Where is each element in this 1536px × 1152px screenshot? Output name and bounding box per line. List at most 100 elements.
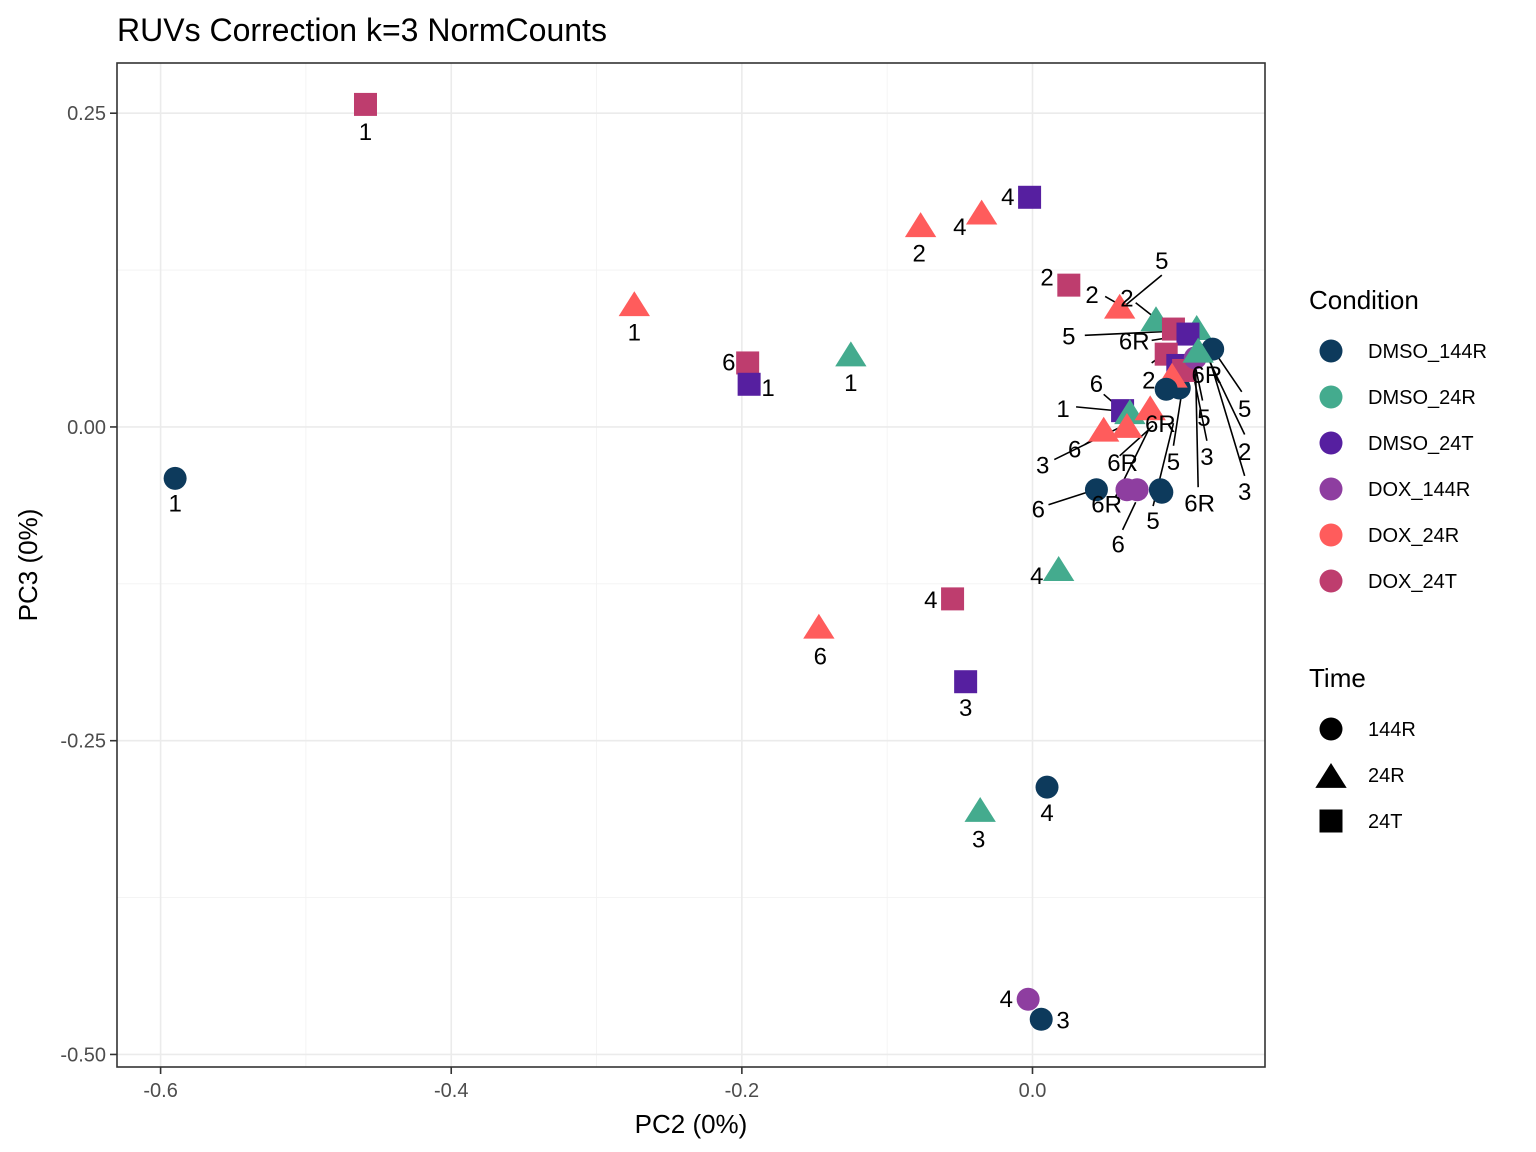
data-point-dox-144r [1016, 987, 1040, 1011]
data-point-dmso-24r [1182, 337, 1214, 363]
point-label: 6R [1119, 328, 1150, 355]
point-label: 4 [924, 587, 937, 614]
leader-line [1124, 274, 1163, 306]
point-label: 1 [359, 119, 372, 146]
point-label: 4 [953, 214, 966, 241]
point-label: 4 [1030, 563, 1043, 590]
point-label: 6R [1145, 411, 1176, 438]
axes: -0.6 -0.4 -0.2 0.0 0.25 0.00 -0.25 -0.50 [60, 103, 1046, 1102]
data-point-dmso-24t [1176, 322, 1200, 346]
point-label: 5 [1155, 248, 1168, 275]
data-point-dox-24t [736, 351, 760, 375]
point-label: 1 [844, 370, 857, 397]
data-point-dox-24t [353, 92, 377, 116]
data-point-dmso-144r [1029, 1007, 1053, 1031]
data-point-dmso-24r [964, 796, 996, 822]
data-point-dox-24r [618, 291, 651, 317]
point-label: 2 [1120, 286, 1133, 313]
data-point-dmso-144r [163, 466, 187, 490]
legend-key-triangle [1315, 763, 1347, 788]
point-label: 6 [1090, 371, 1103, 398]
leader-line [1121, 501, 1137, 531]
legend-key-dmso-24r [1319, 385, 1343, 409]
point-label: 6R [1184, 490, 1215, 517]
data-point-dmso-24t [737, 372, 761, 396]
x-tick-label: -0.6 [143, 1080, 177, 1102]
legend-label: DOX_144R [1368, 479, 1470, 501]
point-label: 3 [1200, 444, 1213, 471]
point-label: 1 [761, 375, 774, 402]
legend-label: DMSO_24T [1368, 433, 1474, 455]
point-label: 5 [1197, 405, 1210, 432]
y-tick-label: -0.25 [60, 731, 106, 753]
point-label: 1 [1056, 396, 1069, 423]
point-label: 6R [1192, 362, 1223, 389]
legend-label: DOX_24R [1368, 525, 1459, 547]
data-point-dox-24r [1088, 416, 1120, 442]
point-label: 5 [1167, 449, 1180, 476]
point-label: 4 [1000, 986, 1013, 1013]
data-point-dmso-144r [1154, 377, 1178, 401]
data-point-dmso-144r [1150, 480, 1174, 504]
data-point-dox-24r [1111, 412, 1143, 438]
x-tick-label: 0.0 [1019, 1080, 1047, 1102]
point-label: 2 [1040, 264, 1053, 291]
data-point-dox-24r [965, 199, 998, 225]
point-label: 2 [1238, 439, 1251, 466]
point-label: 2 [1085, 282, 1098, 309]
y-tick-label: 0.25 [67, 103, 106, 125]
leader-line [1206, 350, 1246, 477]
data-point-dox-24r [904, 212, 937, 238]
x-axis-title: PC2 (0%) [635, 1109, 748, 1139]
legend-key-dmso-24t [1319, 431, 1343, 455]
chart-title: RUVs Correction k=3 NormCounts [117, 12, 607, 48]
point-label: 3 [972, 827, 985, 854]
legend-key-circle [1319, 717, 1343, 741]
legend-label: 24T [1368, 811, 1402, 833]
legend-key-dox-24r [1319, 523, 1343, 547]
data-point-dox-24t [941, 587, 965, 611]
point-label: 5 [1238, 396, 1251, 423]
point-label: 3 [959, 695, 972, 722]
y-axis-title: PC3 (0%) [13, 509, 43, 622]
data-point-dox-144r [1125, 478, 1149, 502]
legend-key-dox-144r [1319, 477, 1343, 501]
point-label: 4 [1001, 184, 1014, 211]
legend: Condition DMSO_144R DMSO_24R DMSO_24T DOX_14… [1309, 285, 1487, 833]
legend-key-dmso-144r [1319, 339, 1343, 363]
legend-key-dox-24t [1319, 569, 1343, 593]
point-label: 1 [628, 320, 641, 347]
legend-key-square [1319, 809, 1343, 833]
data-point-dmso-24r [1042, 556, 1075, 581]
data-point-dox-24r [1134, 395, 1166, 421]
x-tick-label: -0.2 [725, 1080, 759, 1102]
data-point-dmso-144r [1035, 775, 1059, 799]
data-point-dmso-144r [1084, 478, 1108, 502]
point-label: 3 [1056, 1007, 1069, 1034]
y-tick-label: 0.00 [67, 417, 106, 439]
point-label: 6R [1107, 450, 1138, 477]
point-label: 6 [1032, 497, 1045, 524]
grid [117, 63, 1265, 1067]
data-points [163, 92, 1225, 1031]
point-label: 6 [814, 643, 827, 670]
legend-label: DMSO_144R [1368, 341, 1487, 363]
legend-label: 144R [1368, 719, 1416, 741]
point-label: 3 [1036, 453, 1049, 480]
legend-label: 24R [1368, 765, 1405, 787]
point-label: 2 [912, 241, 925, 268]
data-point-dox-24t [1057, 273, 1081, 297]
point-label: 6 [1068, 436, 1081, 463]
plot-panel-border [116, 62, 1266, 1068]
data-point-dmso-24t [1018, 185, 1042, 209]
leader-line [1135, 302, 1153, 316]
data-point-dmso-24r [835, 341, 867, 367]
legend-label: DOX_24T [1368, 571, 1457, 593]
point-label: 5 [1062, 323, 1075, 350]
point-label: 3 [1238, 479, 1251, 506]
legend-condition-title: Condition [1309, 285, 1419, 315]
leader-line [1194, 351, 1199, 488]
data-point-dox-24r [803, 613, 835, 639]
point-label: 6 [722, 350, 735, 377]
